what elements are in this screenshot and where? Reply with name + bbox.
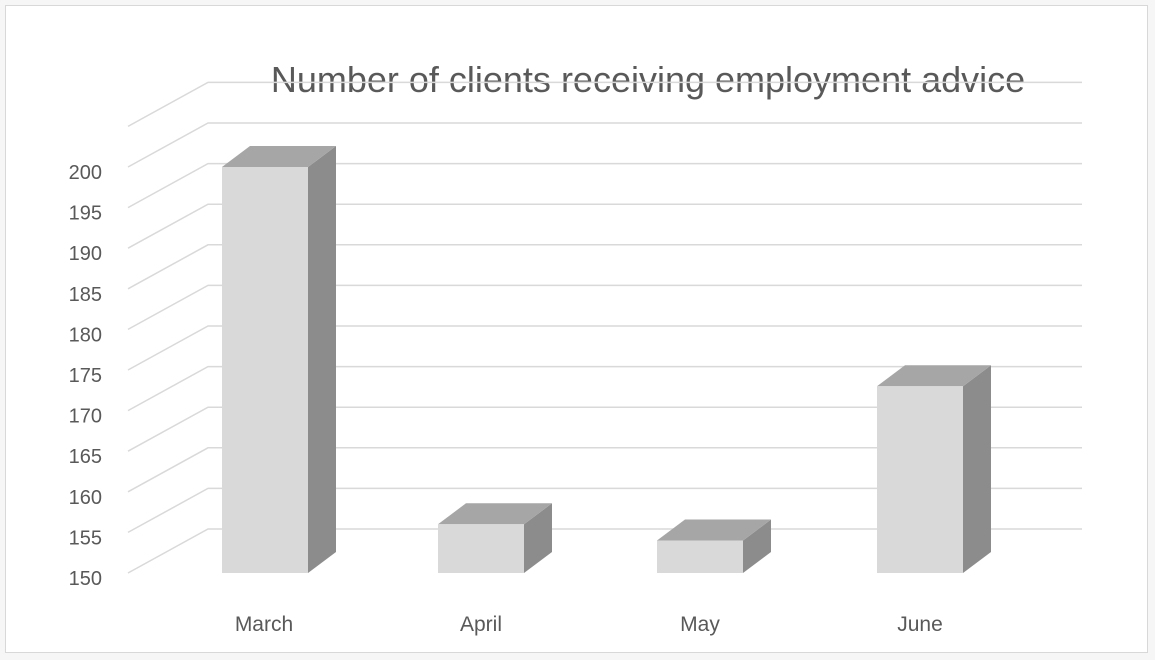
y-axis-ticks: 150 155 160 165 170 175 180 185 190 195 200 — [69, 162, 102, 590]
bar-top-face — [438, 503, 552, 525]
y-tick-label: 200 — [69, 162, 102, 184]
x-tick-label: March — [235, 613, 293, 636]
gridline — [127, 406, 1082, 452]
bar-top-face — [657, 519, 771, 541]
gridline — [127, 122, 1082, 168]
y-tick-label: 195 — [69, 203, 102, 225]
bars — [222, 146, 991, 573]
gridline — [127, 487, 1082, 534]
gridlines — [127, 81, 1082, 574]
bar-june — [877, 365, 991, 573]
gridline — [127, 81, 1082, 128]
bar-top-face — [877, 365, 991, 387]
bar-may — [657, 519, 771, 573]
bar-side-face — [743, 519, 771, 573]
bar-front-face — [438, 524, 524, 573]
gridline — [127, 203, 1082, 249]
gridline — [127, 244, 1082, 290]
y-tick-label: 170 — [69, 406, 102, 428]
bar-top-face — [222, 146, 336, 167]
bar-march — [222, 146, 336, 573]
y-tick-label: 160 — [69, 487, 102, 509]
bar-april — [438, 503, 552, 573]
x-tick-label: April — [460, 613, 502, 636]
gridline — [127, 528, 1082, 574]
bar-side-face — [963, 365, 991, 573]
bar-front-face — [657, 540, 743, 573]
bar-side-face — [308, 146, 336, 573]
gridline — [127, 365, 1082, 412]
x-tick-label: June — [897, 613, 943, 636]
chart-title: Number of clients receiving employment a… — [271, 59, 1025, 100]
gridline — [127, 162, 1082, 209]
bar-front-face — [222, 167, 308, 573]
bar-front-face — [877, 386, 963, 573]
gridline — [127, 325, 1082, 371]
gridline — [127, 447, 1082, 493]
bar-side-face — [524, 503, 552, 573]
x-tick-label: May — [680, 613, 720, 636]
gridline — [127, 284, 1082, 331]
x-axis-labels: March April May June — [235, 613, 943, 636]
y-tick-label: 150 — [69, 568, 102, 590]
y-tick-label: 185 — [69, 284, 102, 306]
y-tick-label: 165 — [69, 446, 102, 468]
y-tick-label: 190 — [69, 243, 102, 265]
y-tick-label: 180 — [69, 324, 102, 346]
y-tick-label: 155 — [69, 527, 102, 549]
y-tick-label: 175 — [69, 365, 102, 387]
